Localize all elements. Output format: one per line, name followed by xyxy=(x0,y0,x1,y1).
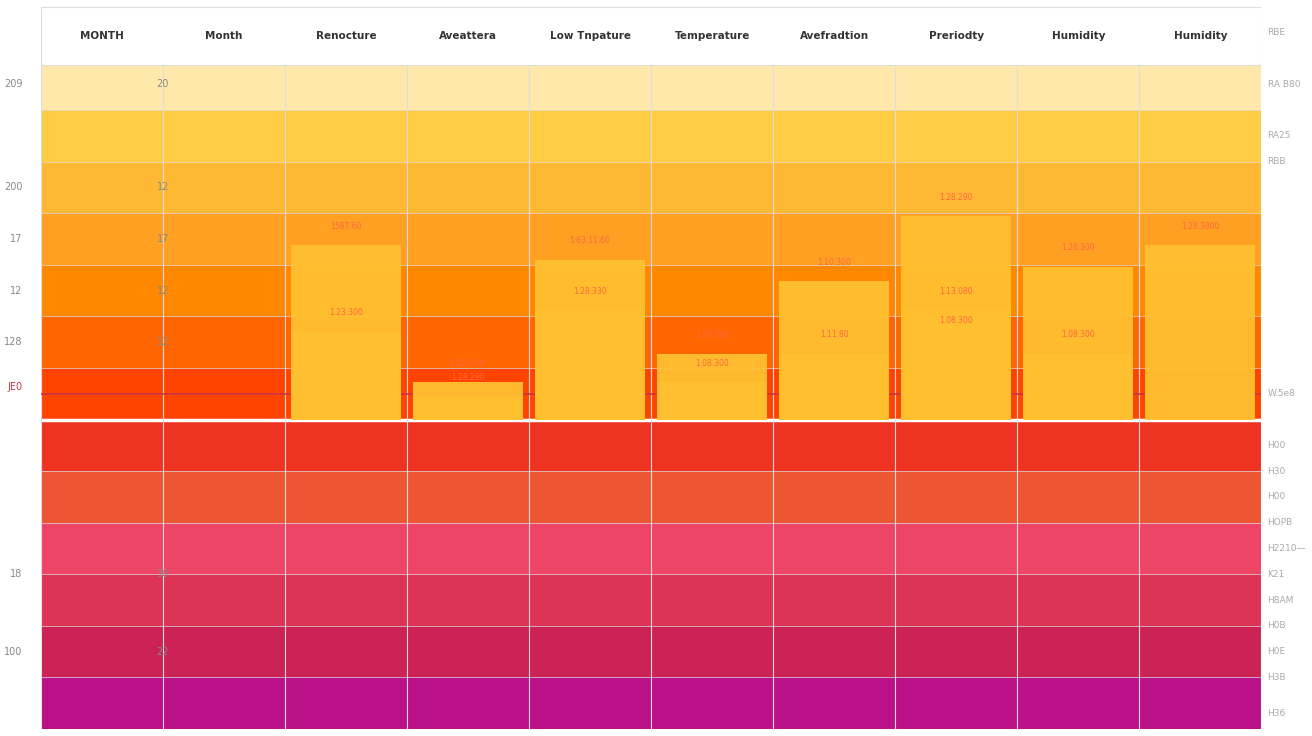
Text: RA25: RA25 xyxy=(1267,132,1291,141)
Text: 200: 200 xyxy=(4,183,22,193)
Bar xyxy=(41,368,1261,420)
Bar xyxy=(41,471,1261,523)
Text: 1.28.290: 1.28.290 xyxy=(451,373,484,383)
Bar xyxy=(1145,245,1256,420)
Text: H36: H36 xyxy=(1267,709,1286,718)
Text: 12: 12 xyxy=(10,286,22,296)
Text: 12: 12 xyxy=(156,286,169,296)
Bar xyxy=(41,59,1261,110)
Bar xyxy=(41,420,1261,471)
Bar xyxy=(41,213,1261,265)
Bar xyxy=(535,260,646,420)
Text: HOPB: HOPB xyxy=(1267,518,1292,527)
Text: 1.23.300: 1.23.300 xyxy=(329,308,362,317)
Text: Low Tnpature: Low Tnpature xyxy=(550,31,631,40)
Bar xyxy=(41,523,1261,574)
Bar xyxy=(41,162,1261,213)
Text: 209: 209 xyxy=(4,79,22,89)
Bar xyxy=(413,397,523,420)
Bar xyxy=(1023,267,1134,420)
Text: 17: 17 xyxy=(156,234,169,244)
Text: H0B: H0B xyxy=(1267,621,1286,631)
Text: Preriodty: Preriodty xyxy=(929,31,984,40)
Text: K21: K21 xyxy=(1267,570,1284,578)
Text: Month: Month xyxy=(205,31,243,40)
Text: 1587.60: 1587.60 xyxy=(331,222,362,231)
Bar xyxy=(41,626,1261,677)
Text: H30: H30 xyxy=(1267,467,1286,475)
Text: 100: 100 xyxy=(4,647,22,657)
Text: 1:100.000: 1:100.000 xyxy=(449,359,487,368)
Text: H00: H00 xyxy=(1267,441,1286,450)
Text: RA B80: RA B80 xyxy=(1267,79,1300,89)
Text: W.5e8: W.5e8 xyxy=(1267,389,1295,398)
Bar xyxy=(779,353,890,420)
Text: H3B: H3B xyxy=(1267,673,1286,682)
Text: 12: 12 xyxy=(156,337,169,347)
Text: 17: 17 xyxy=(10,234,22,244)
Text: 1.13.080: 1.13.080 xyxy=(939,287,974,296)
Text: 1.08.200: 1.08.200 xyxy=(695,330,729,339)
Bar xyxy=(657,353,768,420)
Text: 22: 22 xyxy=(156,647,169,657)
Text: H0E: H0E xyxy=(1267,647,1286,657)
Text: 128: 128 xyxy=(4,337,22,347)
Bar xyxy=(901,216,1012,420)
Text: Aveattera: Aveattera xyxy=(440,31,497,40)
Text: 1:63.11.60: 1:63.11.60 xyxy=(569,236,610,245)
Text: 1.11.80: 1.11.80 xyxy=(820,330,849,339)
Bar xyxy=(41,677,1261,729)
Bar xyxy=(779,281,890,420)
Bar xyxy=(41,574,1261,626)
Bar xyxy=(41,7,1261,65)
Text: H2210—: H2210— xyxy=(1267,544,1305,553)
Text: RBE: RBE xyxy=(1267,28,1286,38)
Text: 1.08.300: 1.08.300 xyxy=(695,359,729,368)
Text: Humidity: Humidity xyxy=(1174,31,1227,40)
Text: 20: 20 xyxy=(156,79,169,89)
Text: 1.28.290: 1.28.290 xyxy=(939,193,974,202)
Bar xyxy=(413,383,523,420)
Bar xyxy=(535,311,646,420)
Text: 1.08.300: 1.08.300 xyxy=(1061,330,1096,339)
Bar xyxy=(291,332,401,420)
Text: MONTH: MONTH xyxy=(80,31,123,40)
Bar xyxy=(1023,353,1134,420)
Text: RBB: RBB xyxy=(1267,158,1286,166)
Text: 1.28.3800: 1.28.3800 xyxy=(1181,222,1220,231)
Bar xyxy=(41,265,1261,316)
Bar xyxy=(41,316,1261,368)
Text: Humidity: Humidity xyxy=(1052,31,1105,40)
Text: H8AM: H8AM xyxy=(1267,595,1294,604)
Text: H00: H00 xyxy=(1267,492,1286,501)
Text: 1:10.300: 1:10.300 xyxy=(817,258,851,267)
Text: 1.28.330: 1.28.330 xyxy=(573,287,607,296)
Text: 1.08.300: 1.08.300 xyxy=(939,316,974,325)
Bar xyxy=(901,339,1012,420)
Text: Avefradtion: Avefradtion xyxy=(799,31,869,40)
Bar xyxy=(41,7,1261,59)
Text: Temperature: Temperature xyxy=(674,31,750,40)
Text: 1.28.300: 1.28.300 xyxy=(1061,244,1096,252)
Bar xyxy=(901,311,1012,420)
Bar xyxy=(291,245,401,420)
Text: 30: 30 xyxy=(156,570,169,579)
Text: 12: 12 xyxy=(156,183,169,193)
Text: 18: 18 xyxy=(10,570,22,579)
Text: JE0: JE0 xyxy=(8,381,22,392)
Bar xyxy=(657,383,768,420)
Bar xyxy=(41,110,1261,162)
Text: Renocture: Renocture xyxy=(316,31,377,40)
